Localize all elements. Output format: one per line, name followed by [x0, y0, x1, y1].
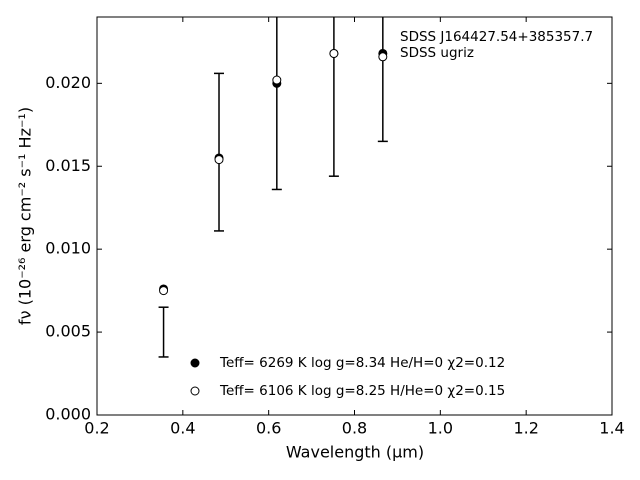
y-tick-label: 0.015 [45, 156, 91, 175]
annotation: SDSS ugriz [400, 45, 474, 61]
marker [214, 155, 224, 165]
legend-label: Teff= 6106 K log g=8.25 H/He=0 χ2=0.15 [219, 383, 505, 399]
x-tick-label: 1.0 [428, 419, 453, 438]
legend-marker [190, 386, 200, 396]
x-tick-label: 0.4 [170, 419, 195, 438]
marker [329, 48, 339, 58]
x-tick-label: 0.2 [84, 419, 109, 438]
x-tick-label: 1.4 [599, 419, 624, 438]
x-axis-label: Wavelength (μm) [286, 443, 424, 462]
annotation: SDSS J164427.54+385357.7 [400, 29, 593, 45]
plot-area [158, 17, 388, 358]
x-tick-label: 1.2 [513, 419, 538, 438]
y-tick-label: 0.020 [45, 73, 91, 92]
y-axis-label: fν (10⁻²⁶ erg cm⁻² s⁻¹ Hz⁻¹) [16, 107, 35, 325]
marker [272, 75, 282, 85]
y-tick-label: 0.005 [45, 322, 91, 341]
y-tick-label: 0.010 [45, 239, 91, 258]
legend-marker [190, 358, 200, 368]
legend-label: Teff= 6269 K log g=8.34 He/H=0 χ2=0.12 [219, 355, 505, 371]
y-tick-label: 0.000 [45, 405, 91, 424]
marker [159, 286, 169, 296]
x-tick-label: 0.8 [342, 419, 367, 438]
x-tick-label: 0.6 [256, 419, 281, 438]
marker [378, 52, 388, 62]
